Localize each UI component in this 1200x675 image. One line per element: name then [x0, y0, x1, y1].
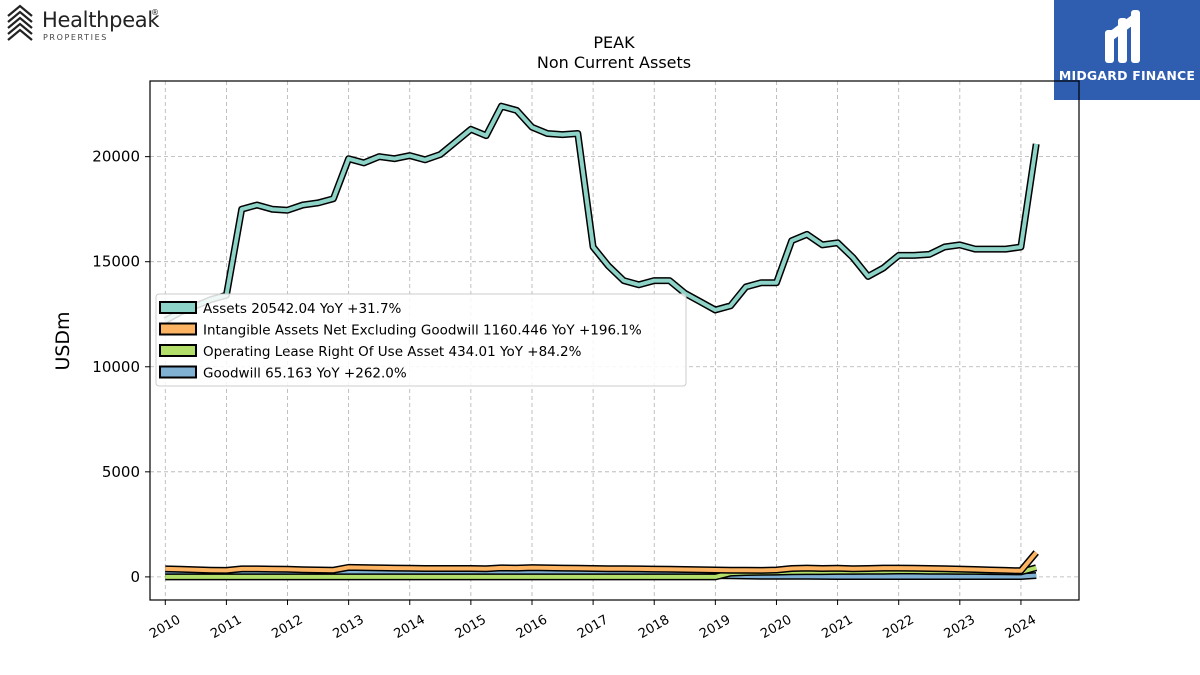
legend-label-3: Goodwill 65.163 YoY +262.0% [203, 366, 407, 382]
y-tick-label-4: 20000 [92, 148, 140, 166]
y-axis: 0 5000 10000 15000 20000 [92, 148, 150, 586]
x-tick-label-12: 2022 [881, 612, 917, 642]
x-tick-label-5: 2015 [453, 612, 489, 642]
y-axis-label: USDm [52, 311, 74, 370]
x-tick-label-3: 2013 [330, 612, 366, 642]
x-tick-label-11: 2021 [819, 612, 855, 642]
plot-frame [149, 80, 1080, 601]
healthpeak-chevron-icon [7, 4, 33, 41]
x-tick-label-14: 2024 [1003, 612, 1039, 642]
series-line-0 [164, 104, 1039, 323]
legend-label-2: Operating Lease Right Of Use Asset 434.0… [203, 344, 582, 360]
legend-box [155, 293, 687, 387]
x-tick-label-6: 2016 [514, 612, 550, 642]
legend-swatch-0 [159, 301, 197, 314]
y-tick-label-3: 15000 [92, 253, 140, 271]
legend-swatch-3 [159, 365, 197, 379]
series-lines [163, 102, 1040, 581]
healthpeak-brand: Healthpeak [42, 8, 160, 32]
x-axis: 2010 2011 2012 2013 2014 2015 2016 2017 2018 2019… [147, 600, 1039, 642]
midgard-name: MIDGARD FINANCE [1058, 68, 1196, 83]
x-tick-label-13: 2023 [942, 612, 978, 642]
chart-title: PEAK [593, 33, 635, 52]
healthpeak-logo: Healthpeak ® PROPERTIES [4, 4, 174, 48]
registered-mark: ® [151, 8, 159, 17]
chart-subtitle: Non Current Assets [537, 53, 691, 72]
y-tick-label-0: 0 [130, 568, 140, 586]
legend-swatch-2 [159, 344, 197, 357]
legend-label-1: Intangible Assets Net Excluding Goodwill… [203, 323, 642, 339]
x-tick-label-2: 2012 [269, 612, 305, 642]
legend: Assets 20542.04 YoY +31.7% Intangible Ass… [155, 293, 687, 387]
midgard-logo: MIDGARD FINANCE [1054, 0, 1200, 100]
x-tick-label-10: 2020 [758, 612, 794, 642]
y-tick-label-1: 5000 [102, 463, 140, 481]
x-tick-label-1: 2011 [208, 612, 244, 642]
x-tick-label-8: 2018 [636, 612, 672, 642]
healthpeak-sub: PROPERTIES [43, 33, 108, 42]
series-line-1 [165, 551, 1038, 573]
x-tick-label-9: 2019 [697, 612, 733, 642]
x-tick-label-0: 2010 [147, 612, 183, 642]
legend-label-0: Assets 20542.04 YoY +31.7% [203, 301, 402, 317]
legend-swatch-1 [159, 322, 197, 336]
y-tick-label-2: 10000 [92, 358, 140, 376]
x-tick-label-4: 2014 [392, 612, 428, 642]
midgard-mark-icon [1105, 10, 1140, 63]
x-tick-label-7: 2017 [575, 612, 611, 642]
